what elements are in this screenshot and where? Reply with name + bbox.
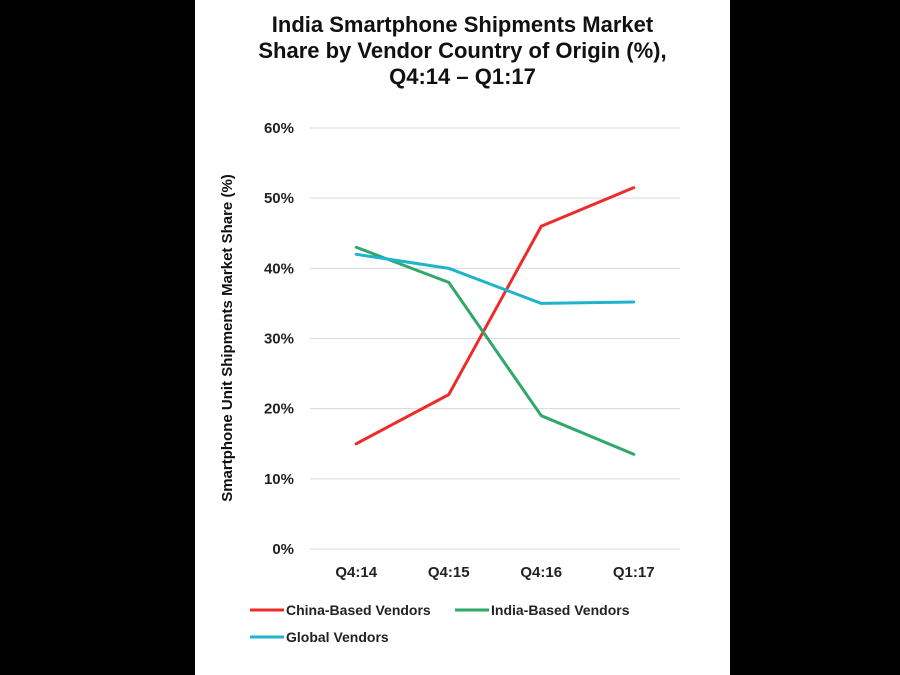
x-tick-label: Q1:17 — [613, 564, 655, 581]
x-tick-label: Q4:16 — [520, 564, 562, 581]
chart-title-line-2: Share by Vendor Country of Origin (%), — [258, 38, 667, 63]
series-line-china-based-vendors — [354, 186, 636, 446]
series-line-india-based-vendors — [354, 245, 636, 456]
y-tick-labels: 0% 10% 20% 30% 40% 50% 60% — [264, 120, 294, 558]
chart-panel — [195, 0, 730, 675]
y-axis-title: Smartphone Unit Shipments Market Share (… — [219, 174, 236, 502]
x-tick-label: Q4:14 — [335, 564, 377, 581]
gridlines — [310, 127, 680, 550]
y-tick-label: 20% — [264, 401, 294, 418]
series-lines — [354, 186, 636, 456]
chart-title-line-1: India Smartphone Shipments Market — [271, 12, 654, 37]
y-tick-label: 40% — [264, 260, 294, 277]
y-tick-label: 30% — [264, 331, 294, 348]
legend-label: India-Based Vendors — [491, 602, 630, 618]
y-tick-label: 0% — [272, 541, 294, 558]
chart-title-line-3: Q4:14 – Q1:17 — [389, 64, 536, 89]
legend-label: Global Vendors — [286, 629, 389, 645]
y-tick-label: 50% — [264, 190, 294, 207]
x-tick-label: Q4:15 — [428, 564, 470, 581]
y-tick-label: 10% — [264, 471, 294, 488]
chart-title: India Smartphone Shipments Market Share … — [195, 12, 730, 90]
y-tick-label: 60% — [264, 120, 294, 137]
series-line-global-vendors — [354, 252, 636, 305]
legend: China-Based Vendors India-Based Vendors Gl… — [250, 602, 630, 645]
legend-label: China-Based Vendors — [286, 602, 431, 618]
x-tick-labels: Q4:14 Q4:15 Q4:16 Q1:17 — [335, 564, 654, 581]
